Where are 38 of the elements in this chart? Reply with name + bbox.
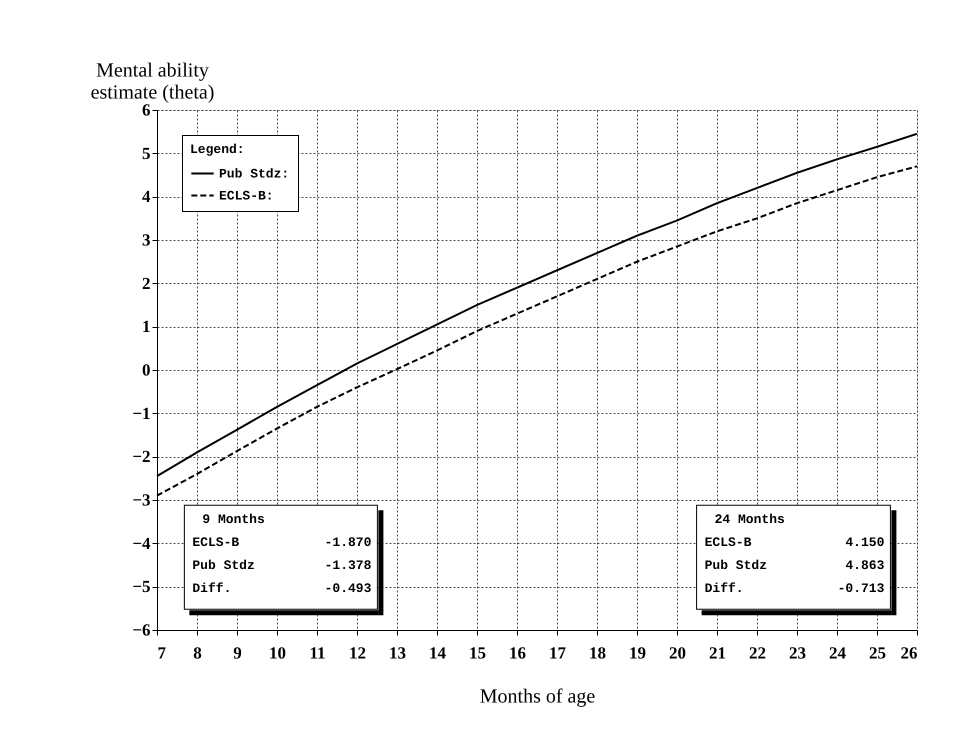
y-tick-label: 4 bbox=[142, 187, 151, 206]
y-tick-label: 6 bbox=[142, 100, 150, 120]
x-tick-label: 20 bbox=[669, 644, 686, 662]
y-axis-title: Mental ability estimate (theta) bbox=[90, 60, 214, 104]
y-tick-label: −5 bbox=[132, 577, 150, 596]
x-tick-label: 17 bbox=[549, 644, 566, 662]
x-tick-label: 26 bbox=[900, 644, 918, 662]
y-tick-label: 3 bbox=[142, 230, 150, 250]
legend-title: Legend: bbox=[190, 142, 245, 157]
legend-label: Pub Stdz: bbox=[219, 166, 290, 182]
y-tick-label: 5 bbox=[142, 144, 150, 163]
y-tick-label: 0 bbox=[142, 360, 150, 380]
x-tick-label: 13 bbox=[389, 644, 406, 662]
x-axis-title: Months of age bbox=[480, 686, 596, 708]
y-tick-label: −4 bbox=[132, 534, 151, 553]
x-tick-label: 12 bbox=[349, 644, 366, 662]
x-tick-label: 9 bbox=[233, 644, 242, 662]
x-tick-label: 10 bbox=[269, 644, 286, 662]
y-tick-label: −6 bbox=[132, 620, 150, 640]
x-tick-label: 18 bbox=[589, 644, 606, 662]
y-tick-label: −2 bbox=[132, 447, 150, 466]
x-tick-label: 11 bbox=[309, 644, 326, 662]
x-tick-label: 23 bbox=[789, 644, 806, 662]
legend-label: ECLS-B: bbox=[219, 188, 274, 204]
x-tick-label: 15 bbox=[469, 644, 486, 662]
x-tick-label: 21 bbox=[709, 644, 726, 662]
x-tick-label: 7 bbox=[158, 644, 166, 662]
y-tick-label: 2 bbox=[142, 274, 150, 293]
x-tick-label: 16 bbox=[509, 644, 526, 662]
x-tick-label: 25 bbox=[869, 644, 886, 662]
x-tick-label: 22 bbox=[749, 644, 766, 662]
x-tick-label: 14 bbox=[429, 644, 446, 662]
y-tick-label: −3 bbox=[132, 490, 150, 510]
x-tick-label: 19 bbox=[629, 644, 646, 662]
y-tick-label: 1 bbox=[142, 317, 150, 336]
x-tick-label: 24 bbox=[829, 644, 846, 662]
x-tick-label: 8 bbox=[193, 644, 202, 662]
y-tick-label: −1 bbox=[132, 404, 150, 423]
